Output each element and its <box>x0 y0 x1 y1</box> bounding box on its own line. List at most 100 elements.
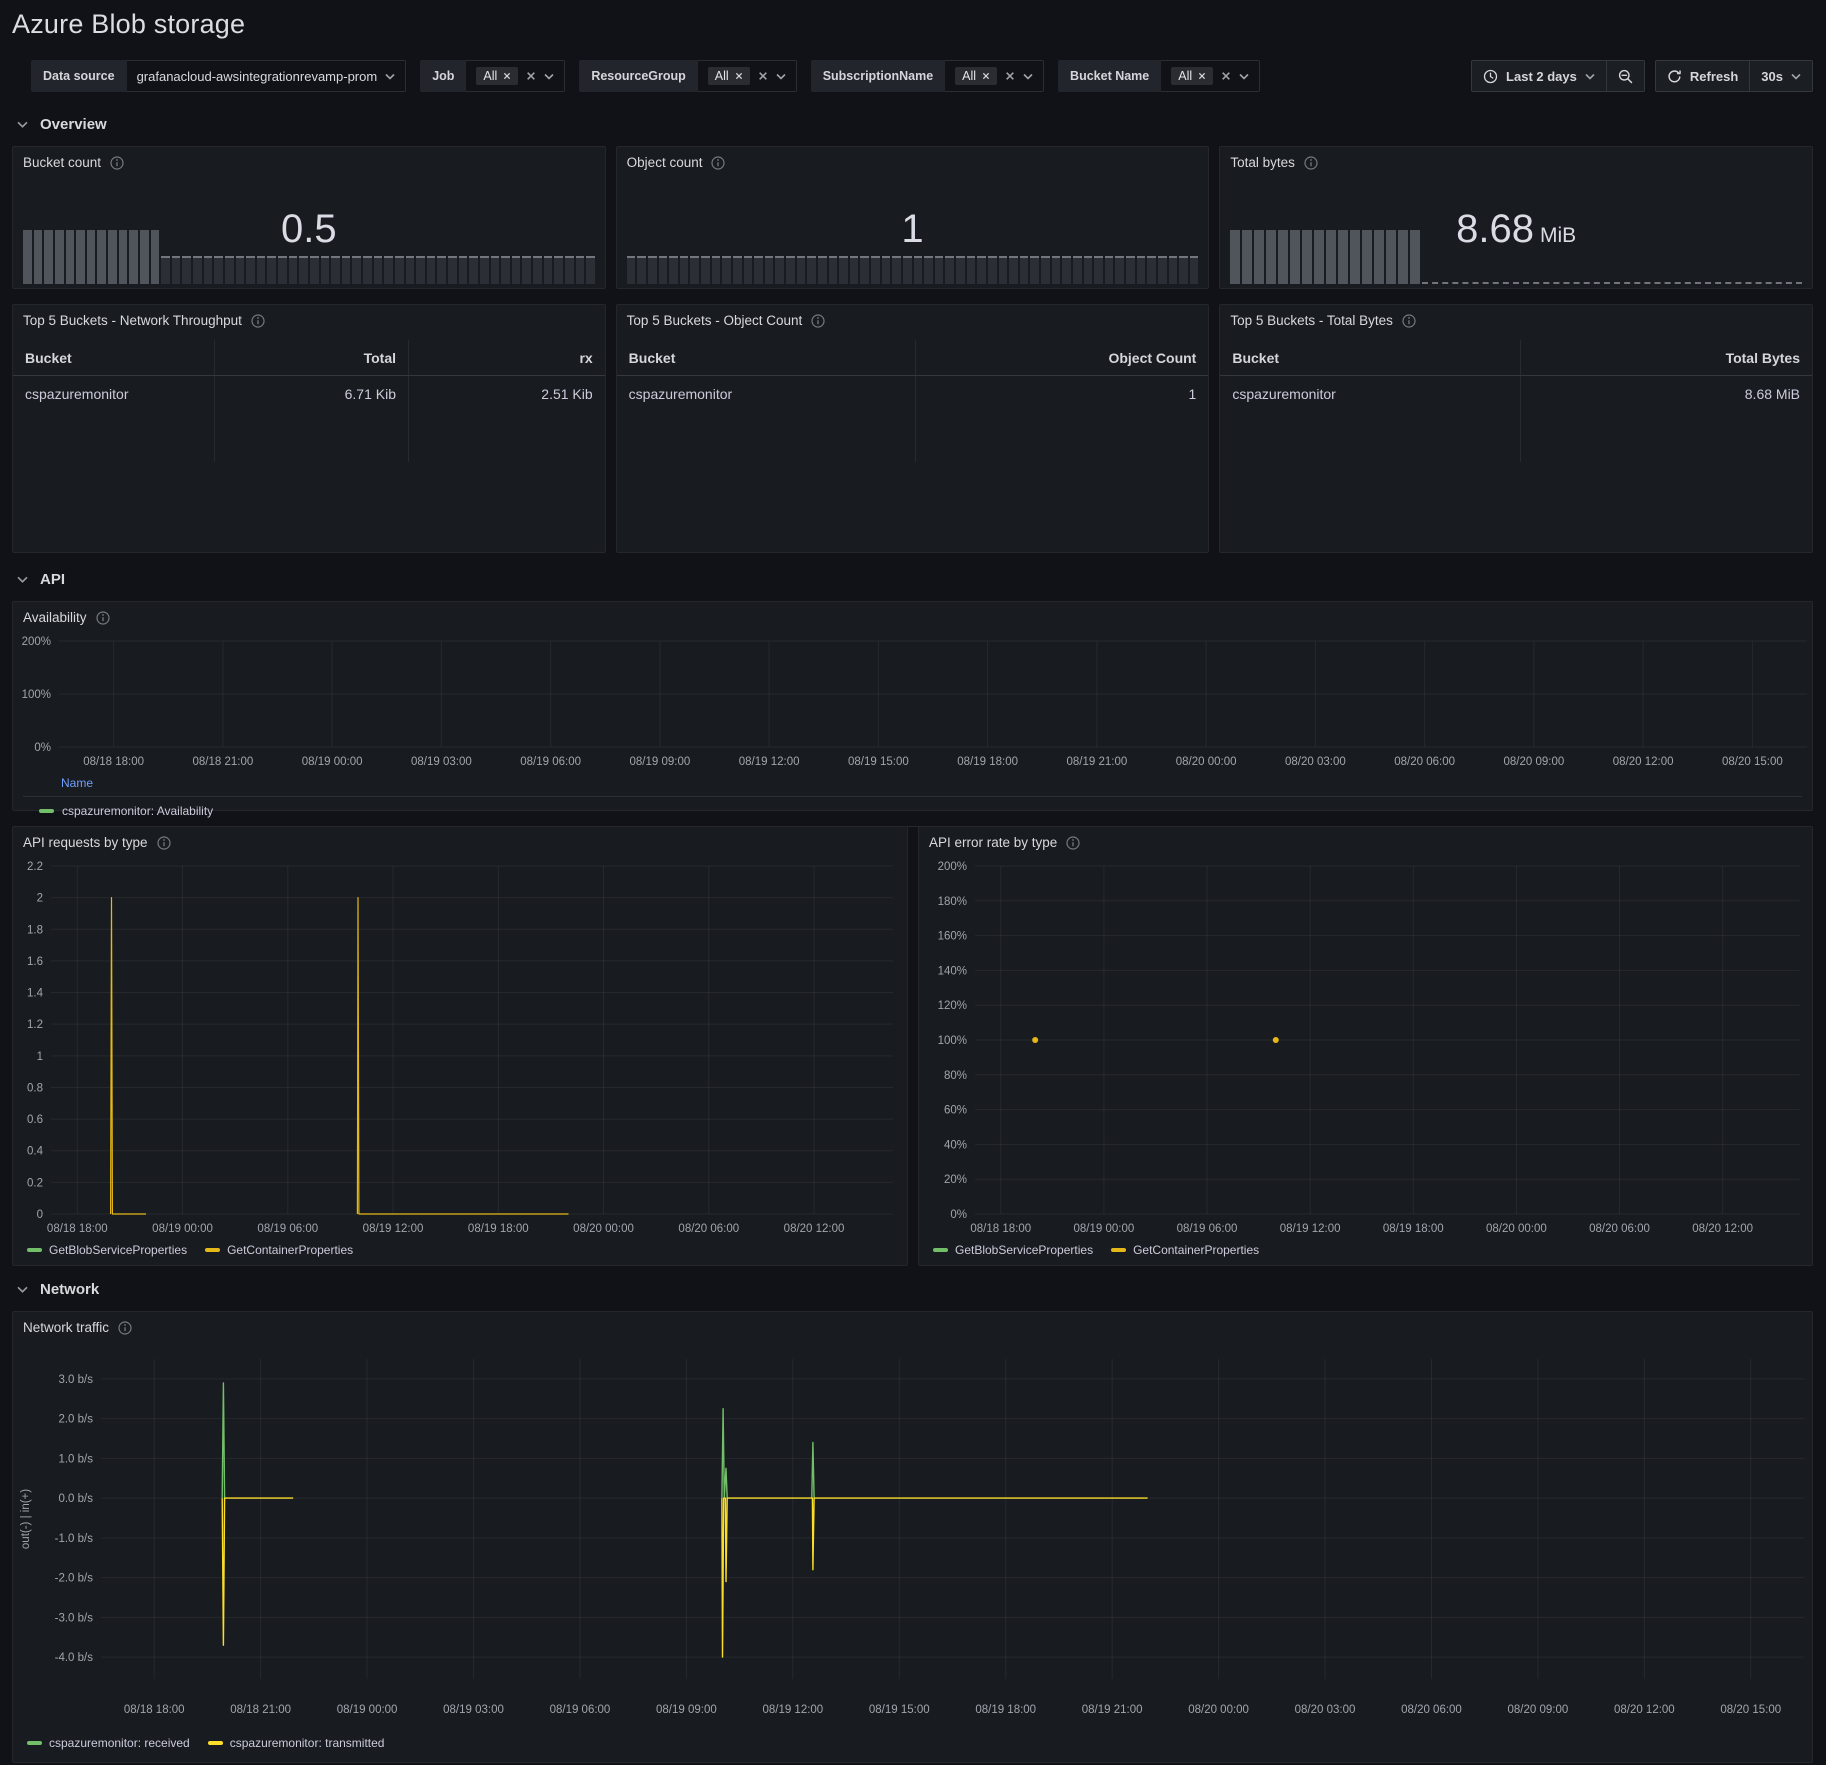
info-icon[interactable] <box>1402 314 1416 328</box>
section-overview[interactable]: Overview <box>12 116 1813 133</box>
api-error-rate-legend: GetBlobServiceProperties GetContainerProp… <box>919 1239 1812 1265</box>
info-icon[interactable] <box>1066 836 1080 850</box>
gauge-cell-unlit <box>850 256 859 284</box>
close-icon[interactable] <box>1005 71 1015 81</box>
gauge-cell-unlit <box>945 256 954 284</box>
legend-item[interactable]: cspazuremonitor: Availability <box>23 797 1802 826</box>
filter-value[interactable]: All <box>466 60 565 92</box>
gauge-cell-unlit <box>533 256 542 284</box>
close-icon[interactable] <box>758 71 768 81</box>
table-row[interactable]: cspazuremonitor6.71 Kib2.51 Kib <box>13 376 605 412</box>
info-icon[interactable] <box>118 1321 132 1335</box>
filter-chip[interactable]: All <box>1171 67 1213 85</box>
gauge-cell-unlit <box>416 256 425 284</box>
gauge-cell-unlit <box>1073 256 1082 284</box>
zoom-out-button[interactable] <box>1607 60 1645 92</box>
gauge-cell-unlit <box>576 256 585 284</box>
filter-chip[interactable]: All <box>708 67 750 85</box>
svg-text:60%: 60% <box>944 1105 967 1117</box>
gauge-cell-unlit <box>765 256 774 284</box>
gauge-cell-unlit <box>999 256 1008 284</box>
gauge-cell-unlit <box>172 256 181 284</box>
gauge-cell-unlit <box>956 256 965 284</box>
panel-api-error-rate: API error rate by type 08/18 18:0008/19 … <box>918 826 1813 1266</box>
legend-item[interactable]: GetContainerProperties <box>1111 1243 1259 1257</box>
section-api[interactable]: API <box>12 571 1813 588</box>
gauge-cell-unlit <box>491 256 500 284</box>
refresh-button[interactable]: Refresh <box>1655 60 1750 92</box>
table-cell: 8.68 MiB <box>1521 376 1812 412</box>
close-icon[interactable] <box>982 72 990 80</box>
gauge-cell-unlit <box>914 256 923 284</box>
svg-text:3.0 b/s: 3.0 b/s <box>58 1374 93 1386</box>
column-header[interactable]: Total <box>215 340 409 375</box>
column-header[interactable]: Bucket <box>1220 340 1521 375</box>
series-swatch <box>208 1741 223 1745</box>
series-swatch <box>27 1741 42 1745</box>
column-header[interactable]: Bucket <box>617 340 916 375</box>
svg-text:08/19 06:00: 08/19 06:00 <box>257 1223 318 1235</box>
legend-item[interactable]: cspazuremonitor: transmitted <box>208 1736 385 1750</box>
network-traffic-chart[interactable]: 08/18 18:0008/18 21:0008/19 00:0008/19 0… <box>13 1339 1812 1732</box>
svg-text:1.6: 1.6 <box>27 956 43 968</box>
api-requests-chart[interactable]: 08/18 18:0008/19 00:0008/19 06:0008/19 1… <box>13 854 907 1239</box>
availability-chart[interactable]: 08/18 18:0008/18 21:0008/19 00:0008/19 0… <box>13 629 1812 772</box>
filter-value[interactable]: grafanacloud-awsintegrationrevamp-prom <box>127 60 407 92</box>
column-header[interactable]: Bucket <box>13 340 215 375</box>
svg-text:2: 2 <box>37 893 43 905</box>
filter-chip[interactable]: All <box>955 67 997 85</box>
gauge-cell-unlit <box>775 256 784 284</box>
svg-text:08/20 06:00: 08/20 06:00 <box>678 1223 739 1235</box>
panel-title: Object count <box>627 155 703 170</box>
close-icon[interactable] <box>1221 71 1231 81</box>
filter-value[interactable]: All <box>1161 60 1260 92</box>
close-icon[interactable] <box>503 72 511 80</box>
column-header[interactable]: Total Bytes <box>1521 340 1812 375</box>
gauge-cell-unlit <box>427 256 436 284</box>
svg-text:08/18 18:00: 08/18 18:00 <box>970 1223 1031 1235</box>
data-table: BucketTotalrxcspazuremonitor6.71 Kib2.51… <box>13 340 605 462</box>
refresh-interval-dropdown[interactable]: 30s <box>1750 60 1813 92</box>
gauge-cell-unlit <box>299 256 308 284</box>
svg-text:2.0 b/s: 2.0 b/s <box>58 1414 93 1426</box>
info-icon[interactable] <box>1304 156 1318 170</box>
column-header[interactable]: Object Count <box>916 340 1209 375</box>
info-icon[interactable] <box>96 611 110 625</box>
gauge-unlit-track <box>1422 281 1802 284</box>
info-icon[interactable] <box>157 836 171 850</box>
legend-item[interactable]: GetBlobServiceProperties <box>933 1243 1093 1257</box>
close-icon[interactable] <box>735 72 743 80</box>
info-icon[interactable] <box>251 314 265 328</box>
table-row[interactable]: cspazuremonitor8.68 MiB <box>1220 376 1812 412</box>
legend-item[interactable]: GetContainerProperties <box>205 1243 353 1257</box>
filter-chip[interactable]: All <box>476 67 518 85</box>
legend-item[interactable]: cspazuremonitor: received <box>27 1736 190 1750</box>
gauge-cell-unlit <box>278 256 287 284</box>
svg-text:0.4: 0.4 <box>27 1146 44 1158</box>
table-row[interactable]: cspazuremonitor1 <box>617 376 1209 412</box>
info-icon[interactable] <box>811 314 825 328</box>
gauge-cell-lit <box>23 230 32 284</box>
svg-text:08/19 09:00: 08/19 09:00 <box>656 1704 717 1716</box>
gauge-cell-unlit <box>204 256 213 284</box>
filter-value[interactable]: All <box>698 60 797 92</box>
legend-column-header[interactable]: Name <box>23 774 1802 796</box>
api-error-rate-chart[interactable]: 08/18 18:0008/19 00:0008/19 06:0008/19 1… <box>919 854 1812 1239</box>
close-icon[interactable] <box>1198 72 1206 80</box>
section-network[interactable]: Network <box>12 1281 1813 1298</box>
svg-text:1: 1 <box>37 1051 43 1063</box>
info-icon[interactable] <box>711 156 725 170</box>
column-header[interactable]: rx <box>409 340 605 375</box>
svg-text:08/19 12:00: 08/19 12:00 <box>739 756 800 768</box>
legend-item[interactable]: GetBlobServiceProperties <box>27 1243 187 1257</box>
gauge-cell-unlit <box>1094 256 1103 284</box>
svg-text:08/19 21:00: 08/19 21:00 <box>1066 756 1127 768</box>
gauge-cell-unlit <box>733 256 742 284</box>
time-range-picker[interactable]: Last 2 days <box>1471 60 1607 92</box>
filter-value[interactable]: All <box>945 60 1044 92</box>
info-icon[interactable] <box>110 156 124 170</box>
close-icon[interactable] <box>526 71 536 81</box>
gauge-cell-unlit <box>924 256 933 284</box>
table-panel-top-5-buckets-network-throughput: Top 5 Buckets - Network ThroughputBucket… <box>12 304 606 553</box>
svg-text:-2.0 b/s: -2.0 b/s <box>55 1573 94 1585</box>
